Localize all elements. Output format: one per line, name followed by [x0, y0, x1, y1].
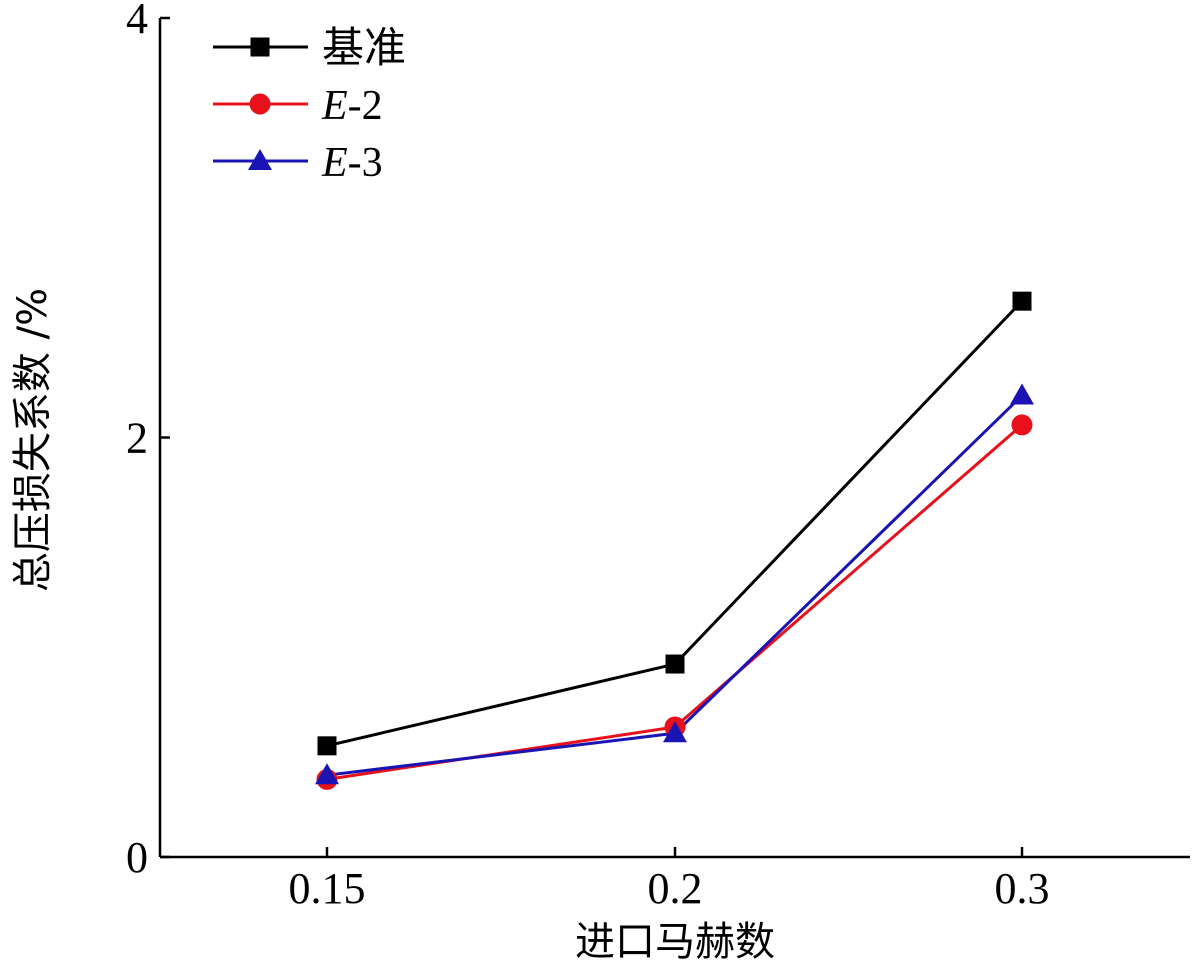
- legend-label-part: E: [321, 83, 348, 129]
- legend-label: 基准: [322, 23, 406, 72]
- data-point-circle: [1011, 414, 1033, 436]
- y-axis-title: 总压损失系数 /%: [10, 288, 56, 592]
- legend-marker-triangle: [248, 149, 272, 170]
- legend-marker-square: [250, 37, 270, 57]
- legend-marker-circle: [249, 93, 271, 115]
- legend-label-part: -3: [348, 140, 383, 186]
- series-lines: [326, 300, 1024, 781]
- series-line-1: [326, 300, 1024, 748]
- series-markers: [315, 291, 1034, 790]
- x-axis-title: 进口马赫数: [575, 919, 775, 965]
- legend: 基准E-2E-3: [213, 23, 406, 186]
- y-tick-label: 4: [126, 0, 148, 43]
- data-point-triangle: [315, 763, 339, 785]
- legend-label: E-2: [321, 83, 383, 129]
- data-point-triangle: [663, 721, 687, 743]
- ticks: 0 2 4 0.15 0.2 0.3: [126, 0, 1050, 913]
- legend-label: E-3: [321, 140, 383, 186]
- legend-label-part: 基准: [322, 23, 406, 72]
- x-tick-label: 0.2: [648, 864, 703, 913]
- y-tick-label: 0: [126, 833, 148, 882]
- data-point-square: [665, 654, 685, 674]
- data-point-square: [1012, 291, 1032, 311]
- y-tick-label: 2: [126, 414, 148, 463]
- legend-label-part: -2: [348, 83, 383, 129]
- data-point-square: [317, 736, 337, 756]
- legend-label-part: E: [321, 140, 348, 186]
- x-tick-label: 0.15: [289, 864, 366, 913]
- data-point-triangle: [1010, 383, 1034, 405]
- x-tick-label: 0.3: [995, 864, 1050, 913]
